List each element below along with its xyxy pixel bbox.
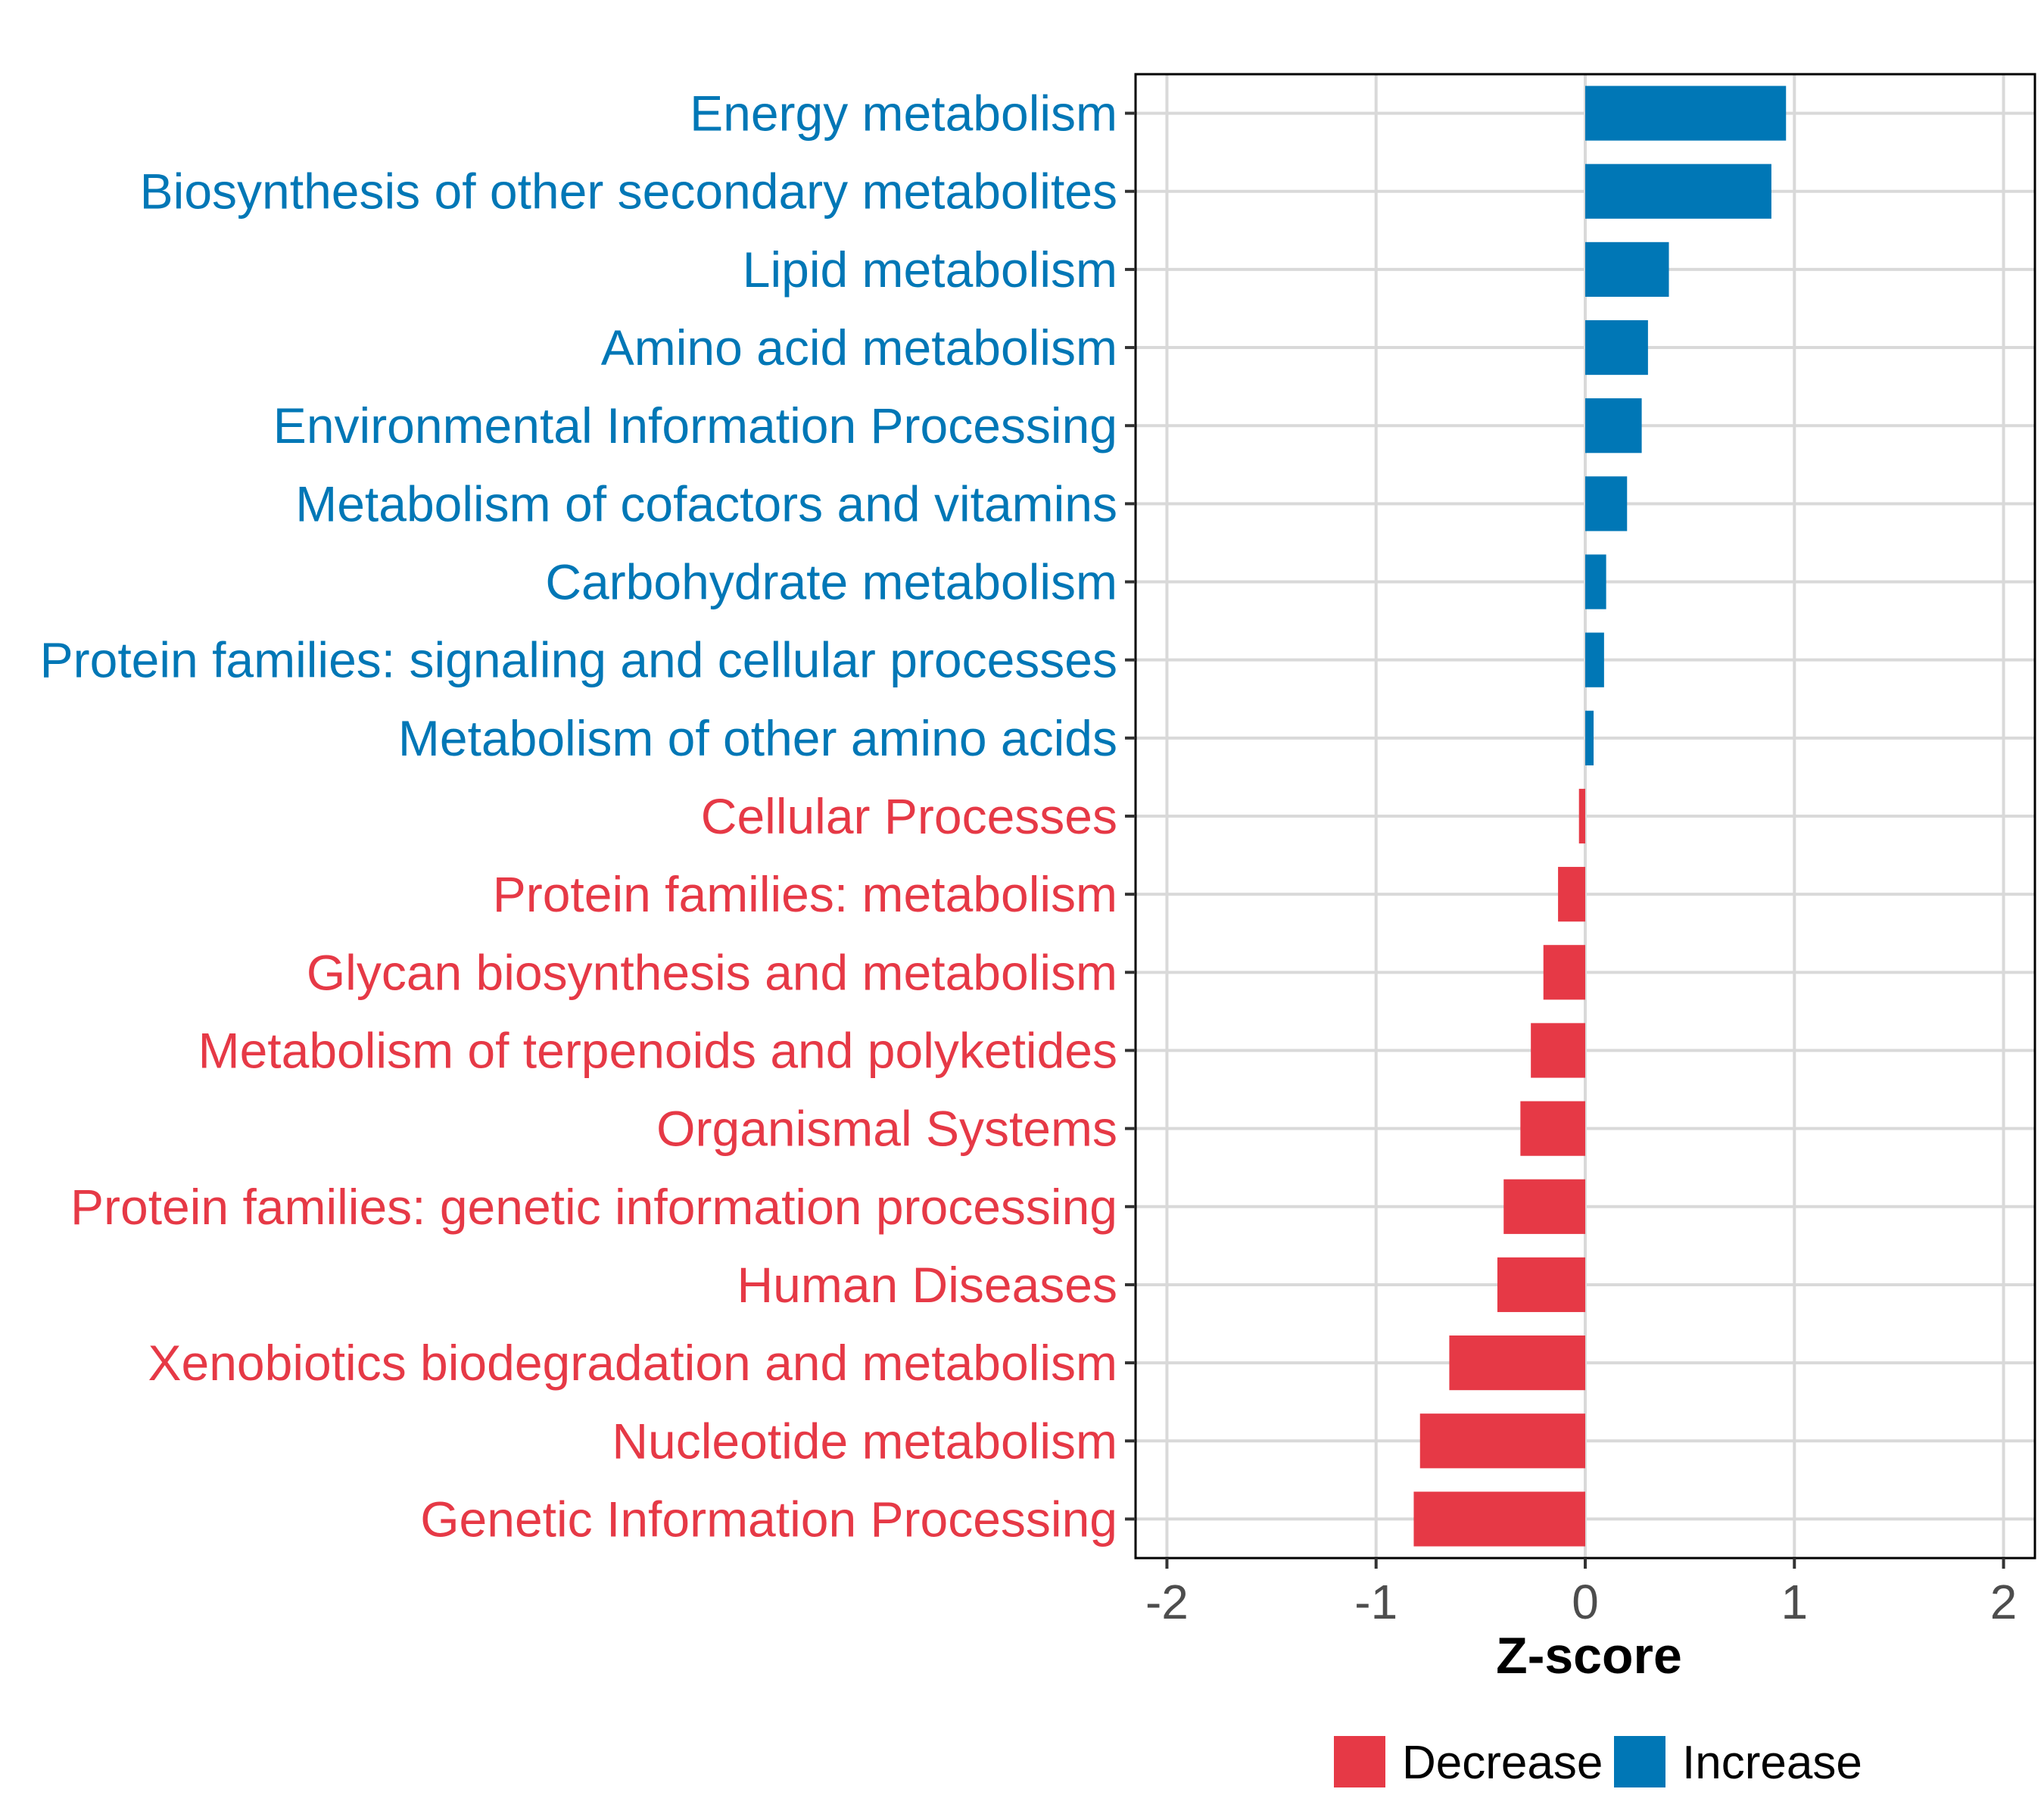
category-label: Protein families: genetic information pr… [70, 1179, 1117, 1235]
legend-swatch-increase [1614, 1736, 1665, 1787]
bar [1413, 1491, 1585, 1547]
x-tick-label: 1 [1781, 1575, 1808, 1629]
category-label: Organismal Systems [656, 1101, 1117, 1157]
category-label: Carbohydrate metabolism [545, 554, 1117, 610]
bar [1531, 1023, 1585, 1078]
category-label: Human Diseases [737, 1257, 1117, 1313]
category-label-layer: Energy metabolism Biosynthesis of other s… [40, 86, 1117, 1547]
legend-label-increase: Increase [1682, 1737, 1862, 1789]
category-label: Cellular Processes [701, 788, 1117, 844]
category-label: Metabolism of cofactors and vitamins [295, 475, 1117, 531]
bar [1585, 164, 1771, 219]
bar [1578, 788, 1585, 844]
x-axis-title: Z-score [1496, 1627, 1682, 1685]
category-label: Genetic Information Processing [420, 1491, 1117, 1547]
tick-layer [1125, 111, 2005, 1569]
category-label: Amino acid metabolism [601, 319, 1117, 376]
bar [1520, 1101, 1585, 1156]
category-label: Lipid metabolism [743, 242, 1117, 298]
category-label: Xenobiotics biodegradation and metabolis… [148, 1335, 1118, 1391]
category-label: Nucleotide metabolism [612, 1413, 1117, 1469]
bar [1585, 554, 1606, 609]
bar [1503, 1179, 1585, 1234]
x-tick-label: 0 [1572, 1575, 1599, 1629]
bar [1449, 1335, 1585, 1391]
category-label: Biosynthesis of other secondary metaboli… [140, 164, 1117, 220]
bar-layer [1413, 86, 1787, 1547]
category-label: Environmental Information Processing [273, 397, 1117, 453]
category-label: Protein families: metabolism [493, 866, 1117, 922]
bar [1585, 398, 1642, 453]
bar [1585, 710, 1594, 765]
category-label: Energy metabolism [690, 86, 1117, 142]
x-tick-label: -2 [1145, 1575, 1189, 1629]
bar [1585, 632, 1604, 687]
x-tick-label: 2 [1990, 1575, 2018, 1629]
bar [1419, 1413, 1585, 1469]
bar [1585, 86, 1787, 141]
bar [1585, 319, 1648, 376]
category-label: Glycan biosynthesis and metabolism [307, 944, 1117, 1000]
legend: Decrease Increase [1334, 1736, 1862, 1789]
x-tick-label: -1 [1354, 1575, 1397, 1629]
bar [1585, 476, 1628, 531]
legend-swatch-decrease [1334, 1736, 1385, 1787]
bar [1497, 1257, 1585, 1313]
bar [1585, 242, 1669, 297]
xtick-label-layer: -2 -1 0 1 2 [1145, 1575, 2017, 1629]
category-label: Protein families: signaling and cellular… [40, 632, 1117, 688]
bar [1558, 867, 1585, 922]
legend-label-decrease: Decrease [1402, 1737, 1603, 1789]
category-label: Metabolism of other amino acids [398, 710, 1117, 766]
category-label: Metabolism of terpenoids and polyketides [198, 1022, 1117, 1078]
bar [1543, 945, 1585, 1000]
